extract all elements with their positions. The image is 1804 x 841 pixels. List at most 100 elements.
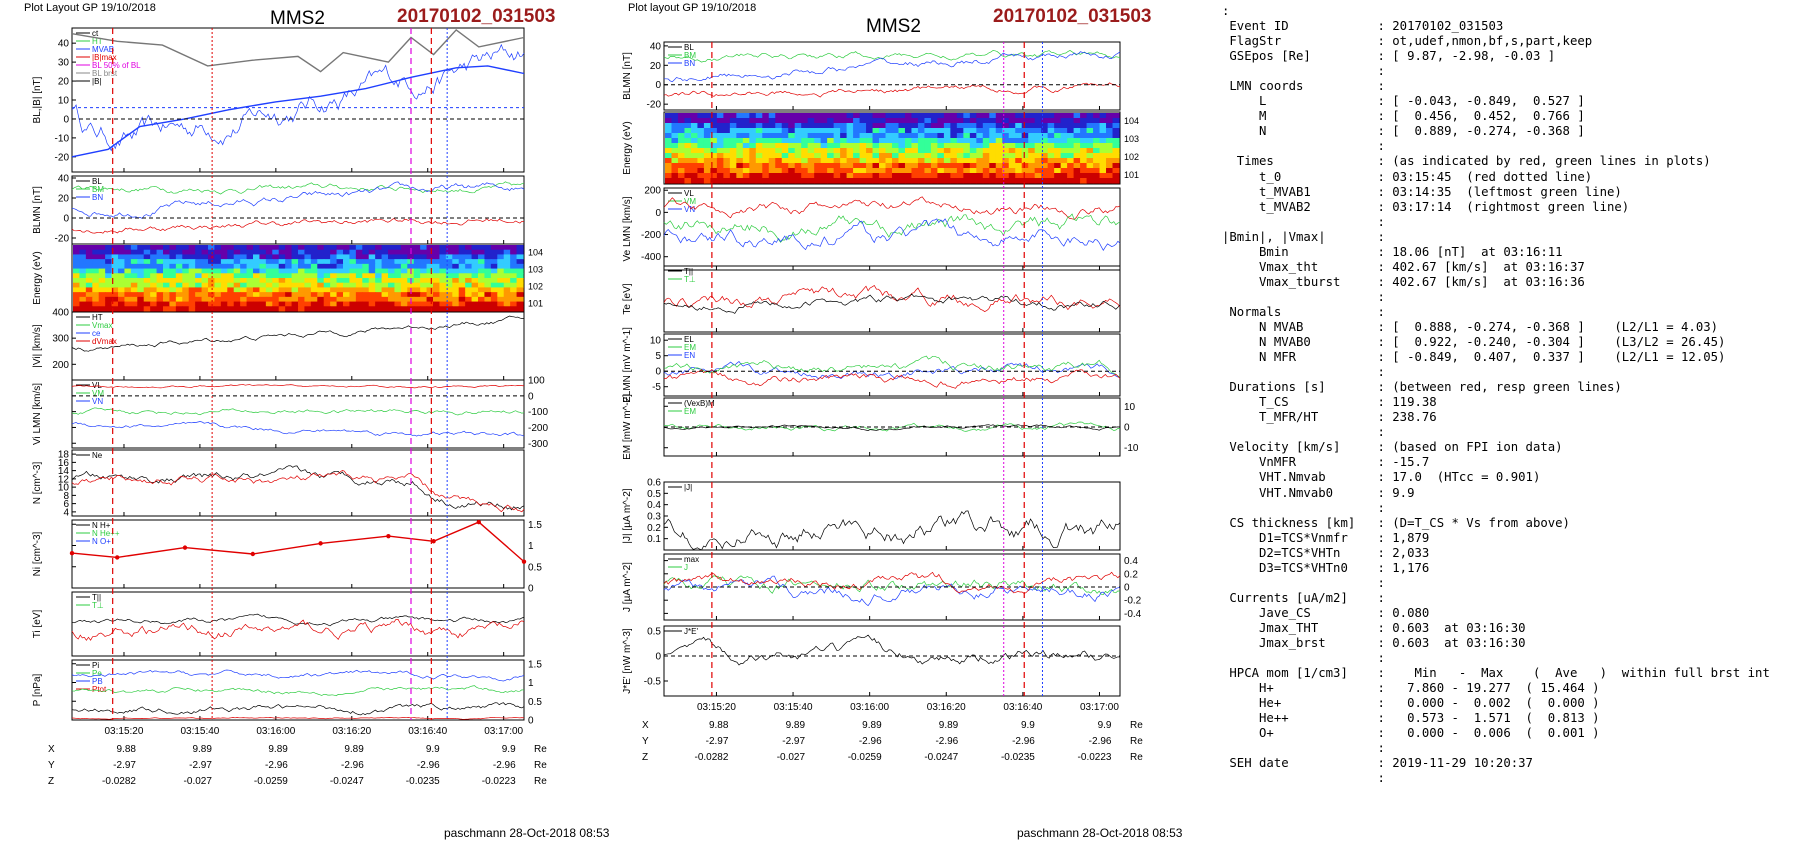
spectrogram-cell (1086, 153, 1094, 159)
spectrogram-cell (982, 123, 990, 129)
position-value: 9.9 (1098, 720, 1112, 731)
spectrogram-cell (723, 143, 731, 149)
spectrogram-cell (1021, 133, 1029, 139)
spectrogram-cell (272, 301, 280, 307)
spectrogram-cell (801, 128, 809, 134)
spectrogram-cell (265, 287, 273, 293)
spectrogram-cell (1112, 133, 1120, 139)
spectrogram-cell (317, 254, 325, 260)
spectrogram-cell (137, 254, 145, 260)
spectrogram-cell (246, 254, 254, 260)
event-summary-panel: : Event ID : 20170102_031503 FlagStr : o… (1222, 4, 1800, 834)
spectrogram-cell (710, 143, 718, 149)
position-unit: Re (1130, 736, 1143, 747)
spectrogram-cell (671, 178, 679, 184)
spectrogram-cell (943, 168, 951, 174)
spectrogram-cell (1080, 118, 1088, 124)
spectrogram-cell (801, 123, 809, 129)
spectrogram-cell (323, 249, 331, 256)
spectrogram-cell (156, 282, 164, 289)
spectrogram-cell (1041, 113, 1049, 119)
spectrogram-cell (1021, 178, 1029, 184)
spectrogram-cell (330, 306, 338, 312)
spectrogram-cell (736, 128, 744, 134)
spectrogram-cell (937, 148, 945, 154)
y-tick-label: 40 (58, 174, 70, 185)
summary-line: : (1377, 575, 1385, 590)
y-tick-label: 0.6 (647, 478, 661, 489)
y-tick-label: 0 (63, 114, 69, 125)
spectrogram-cell (762, 168, 770, 174)
spectrogram-cell (807, 158, 815, 164)
spectrogram-cell (85, 263, 93, 270)
spectrogram-cell (343, 249, 351, 256)
spectrogram-cell (445, 259, 453, 265)
spectrogram-cell (1008, 148, 1016, 154)
spectrogram-cell (814, 148, 822, 154)
spectrogram-cell (503, 273, 511, 279)
spectrogram-cell (794, 168, 802, 174)
spectrogram-cell (963, 113, 971, 119)
spectrogram-cell (291, 268, 299, 274)
summary-line: Event ID : 20170102_031503 (1229, 19, 1504, 34)
spectrogram-cell (1028, 138, 1036, 144)
spectrogram-cell (794, 178, 802, 184)
spectrogram-cell (246, 287, 254, 293)
spectrogram-cell (1047, 118, 1055, 124)
spectrogram-cell (697, 138, 705, 144)
spectrogram-cell (375, 249, 383, 256)
spectrogram-cell (976, 133, 984, 139)
spectrogram-cell (246, 259, 254, 265)
spectrogram-cell (388, 263, 396, 270)
spectrogram-cell (208, 287, 216, 293)
spectrogram-cell (853, 158, 861, 164)
spectrogram-cell (182, 245, 190, 251)
spectrogram-cell (156, 292, 164, 298)
spectrogram-cell (1008, 178, 1016, 184)
spectrogram-cell (130, 259, 138, 265)
spectrogram-cell (343, 268, 351, 274)
spectrogram-cell (1086, 138, 1094, 144)
spectrogram-cell (749, 173, 757, 179)
spectrogram-cell (1112, 128, 1120, 134)
spectrogram-cell (840, 158, 848, 164)
y-tick-label: -20 (55, 152, 70, 163)
spectrogram-cell (859, 168, 867, 174)
spectrogram-cell (1067, 158, 1075, 164)
legend-entry: J (684, 563, 688, 572)
spectrogram-cell (304, 263, 312, 270)
spectrogram-cell (755, 143, 763, 149)
spectrogram-cell (859, 143, 867, 149)
spectrogram-cell (439, 278, 447, 284)
spectrogram-cell (956, 158, 964, 164)
spectrogram-cell (291, 278, 299, 284)
spectrogram-cell (182, 296, 190, 303)
spectrogram-cell (1021, 138, 1029, 144)
spectrogram-cell (976, 123, 984, 129)
summary-line: : (1377, 651, 1385, 666)
spectrogram-cell (137, 287, 145, 293)
spectrogram-cell (976, 163, 984, 169)
spectrogram-cell (1093, 138, 1101, 144)
spectrogram-cell (201, 268, 209, 274)
spectrogram-cell (349, 287, 357, 293)
spectrogram-cell (820, 123, 828, 129)
spectrogram-cell (665, 158, 673, 164)
position-value: -0.0235 (1001, 752, 1035, 763)
spectrogram-cell (355, 292, 363, 298)
spectrogram-cell (478, 273, 486, 279)
spectrogram-cell (73, 278, 81, 284)
legend-entry: T⊥ (684, 275, 696, 284)
spectrogram-cell (433, 254, 441, 260)
spectrogram-cell (92, 273, 100, 279)
spectrogram-cell (924, 148, 932, 154)
spectrogram-cell (943, 173, 951, 179)
spectrogram-cell (710, 118, 718, 124)
spectrogram-cell (124, 268, 132, 274)
spectrogram-cell (950, 113, 958, 119)
spectrogram-cell (471, 292, 479, 298)
spectrogram-cell (471, 268, 479, 274)
spectrogram-cell (1086, 113, 1094, 119)
spectrogram-cell (368, 296, 376, 303)
spectrogram-cell (291, 263, 299, 270)
